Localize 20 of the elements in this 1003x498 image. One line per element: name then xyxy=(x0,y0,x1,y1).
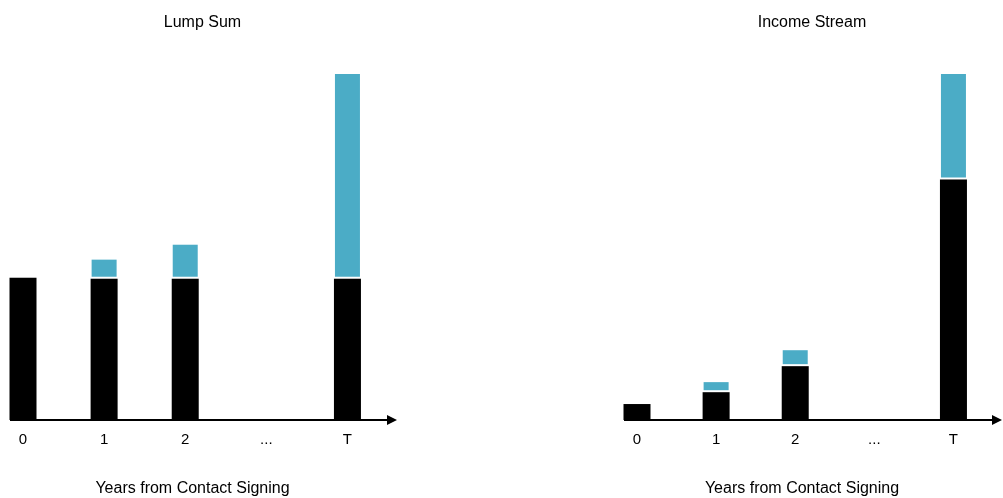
chart-title: Income Stream xyxy=(757,13,867,30)
bar xyxy=(701,380,731,393)
x-tick-label: 1 xyxy=(711,430,721,447)
x-tick-label: 0 xyxy=(18,430,28,447)
x-tick-label: 2 xyxy=(181,430,190,447)
bar xyxy=(170,242,200,279)
x-tick-label: 2 xyxy=(791,430,800,447)
x-axis-title: Years from Contact Signing xyxy=(704,479,900,496)
x-tick-label: ... xyxy=(868,430,881,447)
bar xyxy=(89,257,119,279)
bar xyxy=(780,348,810,367)
x-tick-label: ... xyxy=(260,430,273,447)
x-tick-label: 0 xyxy=(632,430,642,447)
x-tick-label: T xyxy=(342,430,353,447)
bar xyxy=(938,72,968,180)
bar xyxy=(332,72,362,279)
chart-title: Lump Sum xyxy=(163,13,242,30)
x-tick-label: T xyxy=(948,430,959,447)
x-tick-label: 1 xyxy=(99,430,109,447)
x-axis-title: Years from Contact Signing xyxy=(95,479,290,496)
